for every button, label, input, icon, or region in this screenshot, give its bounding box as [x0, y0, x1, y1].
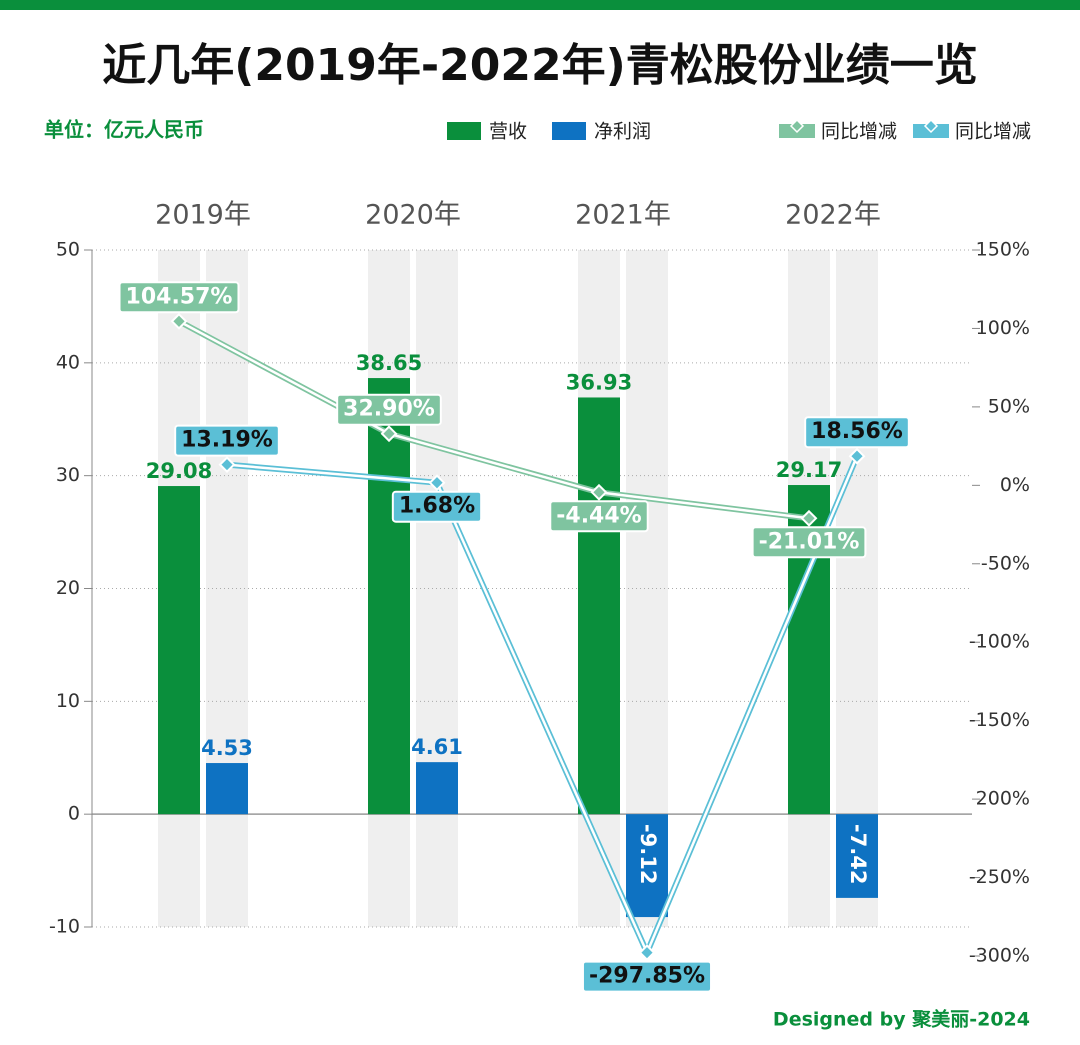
y-tick-label: 30	[56, 464, 80, 486]
legend-swatch	[552, 122, 586, 140]
point	[590, 483, 608, 501]
value-label-box: -4.44%	[549, 500, 649, 533]
legend-marker	[789, 118, 805, 134]
bar	[206, 763, 248, 815]
y-tick-label: 50	[56, 239, 80, 261]
y2-tick-label: 50%	[988, 395, 1030, 417]
footer: Designed by 聚美丽-2024	[773, 1008, 1030, 1031]
value-label: 38.65	[356, 351, 422, 375]
y2-tick-label: 150%	[976, 239, 1030, 261]
legend-label: 营收	[489, 121, 527, 143]
subtitle: 单位：亿元人民币	[44, 118, 204, 142]
value-label: 29.08	[146, 459, 212, 483]
label-background	[549, 500, 649, 533]
y2-tick-label: 0%	[1000, 474, 1030, 496]
value-label: -9.12	[636, 824, 660, 885]
category-label: 2019年	[155, 200, 251, 231]
point	[800, 509, 818, 527]
bar	[836, 814, 878, 898]
y-tick-label: 40	[56, 351, 80, 373]
value-label: -7.42	[846, 824, 870, 885]
bar	[158, 486, 200, 815]
y2-tick-label: -300%	[969, 945, 1030, 967]
y2-tick-label: -250%	[969, 866, 1030, 888]
point	[848, 447, 866, 465]
top-stripe	[0, 0, 1080, 10]
value-label: 18.56%	[811, 419, 903, 444]
category-label: 2020年	[365, 200, 461, 231]
y-tick-label: 10	[56, 690, 80, 712]
value-label: -297.85%	[589, 964, 705, 989]
value-label-box: 1.68%	[391, 490, 483, 523]
y2-tick-label: -100%	[969, 631, 1030, 653]
value-label: -4.44%	[556, 503, 641, 528]
y-tick-label: 0	[68, 803, 80, 825]
y2-tick-label: 100%	[976, 317, 1030, 339]
value-label-box: 18.56%	[804, 416, 910, 449]
value-label: 32.90%	[343, 397, 435, 422]
label-background	[581, 960, 713, 993]
chart-title: 近几年(2019年-2022年)青松股份业绩一览	[102, 40, 977, 91]
bar	[578, 397, 620, 815]
label-background	[804, 416, 910, 449]
label-background	[118, 281, 240, 314]
label-background	[751, 526, 867, 559]
point	[428, 474, 446, 492]
legend-swatch	[447, 122, 481, 140]
y2-tick-label: -50%	[981, 552, 1030, 574]
value-label-box: 104.57%	[118, 281, 240, 314]
legend-label: 同比增减	[955, 121, 1031, 143]
point	[638, 944, 656, 962]
value-label: 13.19%	[181, 428, 273, 453]
point	[218, 456, 236, 474]
value-label: 4.53	[201, 736, 253, 760]
value-label-box: 32.90%	[336, 393, 442, 426]
y2-tick-label: -150%	[969, 709, 1030, 731]
value-label: 104.57%	[126, 284, 233, 309]
value-label-box: -21.01%	[751, 526, 867, 559]
bar-background	[416, 250, 458, 927]
point	[170, 312, 188, 330]
label-background	[336, 393, 442, 426]
value-label: 29.17	[776, 458, 842, 482]
category-label: 2021年	[575, 200, 671, 231]
y2-tick-label: 200%	[976, 788, 1030, 810]
value-label: 1.68%	[399, 494, 475, 519]
bar	[416, 762, 458, 815]
y-tick-label: 20	[56, 577, 80, 599]
value-label-box: -297.85%	[581, 960, 713, 993]
value-label: 36.93	[566, 370, 632, 394]
value-label: 4.61	[411, 735, 463, 759]
legend-label: 净利润	[594, 121, 651, 143]
bar	[626, 814, 668, 918]
legend-marker	[923, 118, 939, 134]
point	[380, 425, 398, 443]
line	[226, 455, 859, 956]
legend-label: 同比增减	[821, 121, 897, 143]
line	[178, 320, 810, 520]
y-tick-label: -10	[49, 916, 80, 938]
value-label-box: 13.19%	[174, 424, 280, 457]
value-label: -21.01%	[759, 529, 860, 554]
bar	[368, 378, 410, 815]
category-label: 2022年	[785, 200, 881, 231]
line-outline	[177, 318, 810, 522]
label-background	[391, 490, 483, 523]
label-background	[174, 424, 280, 457]
